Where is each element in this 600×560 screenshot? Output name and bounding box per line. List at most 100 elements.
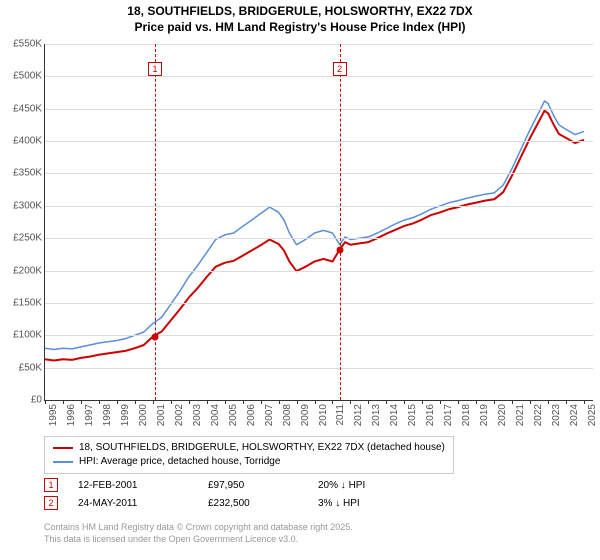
copyright-block: Contains HM Land Registry data © Crown c… [44,522,353,545]
x-axis-label: 2009 [300,404,311,434]
x-tick [584,400,585,404]
gridline [45,173,593,174]
transaction-marker: 2 [333,62,347,76]
x-axis-label: 2014 [389,404,400,434]
y-axis-label: £50K [2,362,42,373]
y-axis-label: £200K [2,265,42,276]
title-line1: 18, SOUTHFIELDS, BRIDGERULE, HOLSWORTHY,… [0,4,600,20]
y-axis-label: £500K [2,71,42,82]
x-tick [243,400,244,404]
tx-row: 1 12-FEB-2001 £97,950 20% ↓ HPI [44,478,365,492]
copyright-line2: This data is licensed under the Open Gov… [44,534,353,546]
x-tick [368,400,369,404]
x-axis-label: 2008 [282,404,293,434]
transaction-table: 112-FEB-2001£97,95020% ↓ HPI224-MAY-2011… [44,478,365,514]
y-axis-label: £250K [2,233,42,244]
tx-price: £232,500 [208,498,298,509]
legend-label: HPI: Average price, detached house, Torr… [79,455,280,469]
y-axis-label: £400K [2,136,42,147]
tx-marker: 1 [44,478,58,492]
x-axis-label: 1996 [66,404,77,434]
legend-box: 18, SOUTHFIELDS, BRIDGERULE, HOLSWORTHY,… [44,436,454,474]
y-axis-label: £150K [2,297,42,308]
x-tick [476,400,477,404]
legend-label: 18, SOUTHFIELDS, BRIDGERULE, HOLSWORTHY,… [79,441,445,455]
gridline [45,303,593,304]
x-axis-label: 2017 [443,404,454,434]
x-tick [63,400,64,404]
gridline [45,238,593,239]
tx-marker: 2 [44,496,58,510]
x-axis-label: 2011 [335,404,346,434]
legend-row: 18, SOUTHFIELDS, BRIDGERULE, HOLSWORTHY,… [53,441,445,455]
tx-delta: 20% ↓ HPI [318,480,365,491]
title-line2: Price paid vs. HM Land Registry's House … [0,20,600,36]
legend-swatch [53,461,73,463]
x-axis-label: 2013 [371,404,382,434]
x-axis-label: 2005 [228,404,239,434]
y-axis-label: £0 [2,395,42,406]
gridline [45,335,593,336]
x-tick [350,400,351,404]
x-tick [261,400,262,404]
chart-area: 12 [44,44,593,401]
chart-svg [45,44,593,400]
x-tick [404,400,405,404]
x-tick [494,400,495,404]
sale-point [151,333,158,340]
gridline [45,44,593,45]
x-axis-label: 2003 [192,404,203,434]
x-tick [99,400,100,404]
gridline [45,368,593,369]
gridline [45,206,593,207]
x-tick [386,400,387,404]
x-axis-label: 2010 [318,404,329,434]
x-axis-label: 2025 [587,404,598,434]
x-tick [225,400,226,404]
x-axis-label: 2019 [479,404,490,434]
y-axis-label: £450K [2,103,42,114]
x-axis-label: 2015 [407,404,418,434]
x-tick [45,400,46,404]
transaction-vline [155,44,156,400]
x-axis-label: 2001 [156,404,167,434]
transaction-marker: 1 [148,62,162,76]
x-tick [440,400,441,404]
x-tick [422,400,423,404]
y-axis-label: £100K [2,330,42,341]
x-axis-label: 2024 [569,404,580,434]
chart-container: 18, SOUTHFIELDS, BRIDGERULE, HOLSWORTHY,… [0,0,600,560]
series-property [45,111,584,361]
legend-row: HPI: Average price, detached house, Torr… [53,455,445,469]
x-tick [117,400,118,404]
x-axis-label: 2022 [533,404,544,434]
x-axis-label: 2020 [497,404,508,434]
x-axis-label: 1998 [102,404,113,434]
tx-delta: 3% ↓ HPI [318,498,360,509]
x-tick [81,400,82,404]
y-axis-label: £300K [2,200,42,211]
x-tick [297,400,298,404]
tx-date: 12-FEB-2001 [78,480,188,491]
x-tick [566,400,567,404]
tx-price: £97,950 [208,480,298,491]
transaction-vline [340,44,341,400]
copyright-line1: Contains HM Land Registry data © Crown c… [44,522,353,534]
x-tick [135,400,136,404]
y-axis-label: £350K [2,168,42,179]
x-tick [153,400,154,404]
tx-row: 224-MAY-2011£232,5003% ↓ HPI [44,496,365,510]
gridline [45,76,593,77]
x-tick [171,400,172,404]
y-axis-label: £550K [2,39,42,50]
gridline [45,141,593,142]
x-axis-label: 2012 [353,404,364,434]
x-axis-label: 2007 [264,404,275,434]
x-tick [332,400,333,404]
x-axis-label: 2016 [425,404,436,434]
x-tick [530,400,531,404]
x-tick [315,400,316,404]
x-tick [458,400,459,404]
title-block: 18, SOUTHFIELDS, BRIDGERULE, HOLSWORTHY,… [0,0,600,35]
x-tick [512,400,513,404]
